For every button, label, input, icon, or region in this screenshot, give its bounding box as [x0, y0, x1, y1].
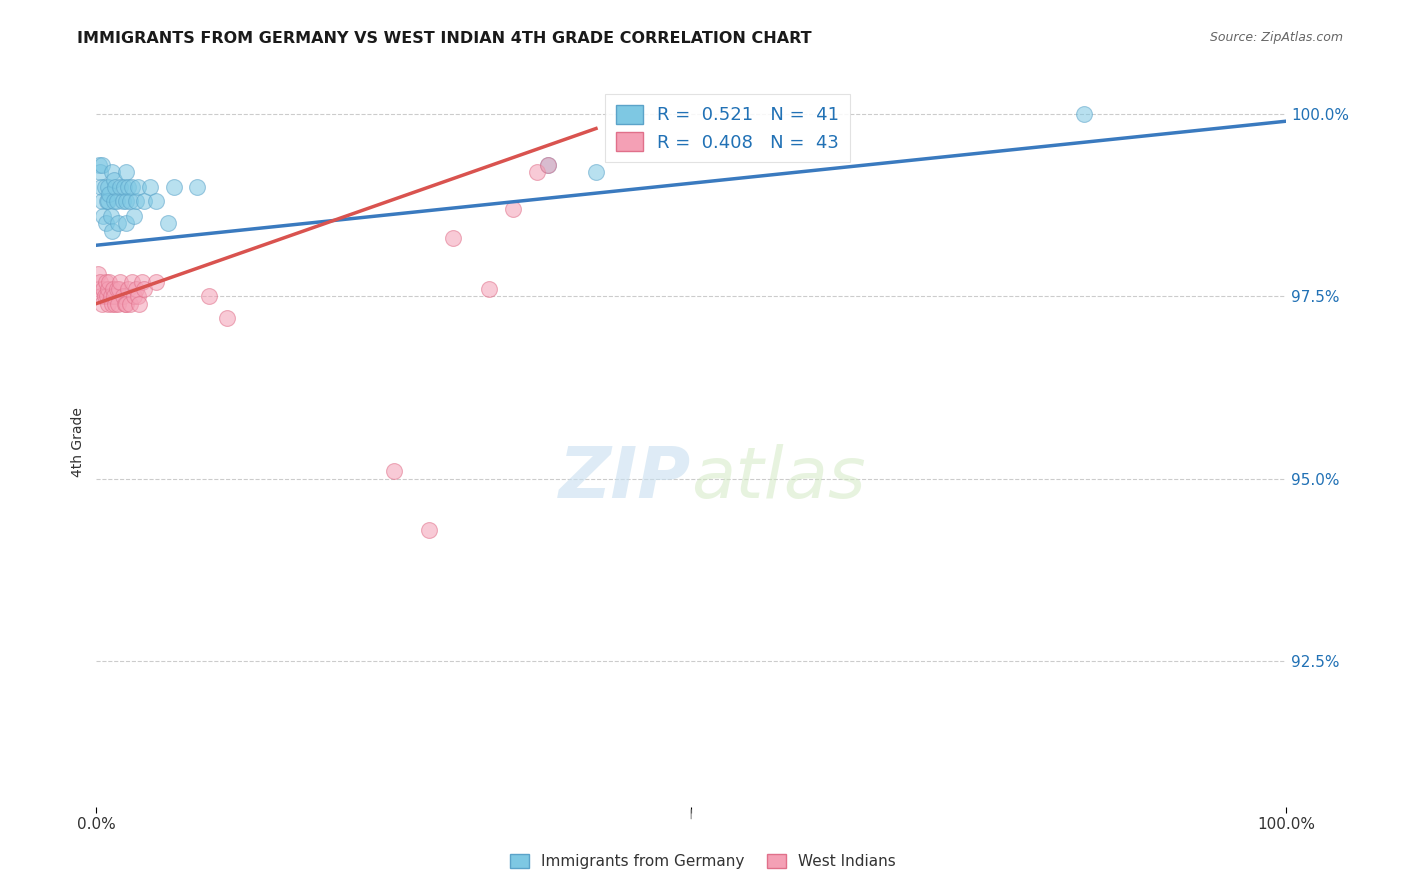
Point	[101, 165, 124, 179]
Point	[103, 194, 125, 209]
Point	[186, 179, 208, 194]
Point	[103, 172, 125, 186]
Point	[93, 179, 115, 194]
Point	[98, 187, 121, 202]
Point	[139, 179, 162, 194]
Point	[124, 209, 146, 223]
Point	[121, 179, 143, 194]
Point	[87, 158, 110, 172]
Point	[96, 194, 118, 209]
Point	[163, 179, 186, 194]
Point	[526, 165, 548, 179]
Point	[105, 194, 128, 209]
Point	[117, 282, 139, 296]
Point	[114, 296, 136, 310]
Point	[537, 158, 560, 172]
Point	[105, 282, 128, 296]
Point	[418, 523, 440, 537]
Point	[132, 194, 155, 209]
Point	[1073, 107, 1095, 121]
Point	[108, 282, 131, 296]
Point	[145, 194, 167, 209]
Point	[98, 275, 121, 289]
Point	[156, 216, 179, 230]
Point	[108, 179, 131, 194]
Point	[124, 194, 146, 209]
Point	[127, 289, 149, 303]
Point	[107, 216, 129, 230]
Point	[86, 268, 108, 282]
Text: atlas: atlas	[692, 444, 866, 513]
Point	[101, 296, 124, 310]
Point	[93, 289, 115, 303]
Point	[104, 296, 127, 310]
Point	[93, 209, 115, 223]
Point	[145, 275, 167, 289]
Text: IMMIGRANTS FROM GERMANY VS WEST INDIAN 4TH GRADE CORRELATION CHART: IMMIGRANTS FROM GERMANY VS WEST INDIAN 4…	[77, 31, 811, 46]
Point	[537, 158, 560, 172]
Point	[97, 282, 120, 296]
Point	[104, 179, 127, 194]
Point	[124, 282, 146, 296]
Point	[198, 289, 221, 303]
Point	[108, 275, 131, 289]
Point	[502, 202, 524, 216]
Point	[111, 289, 134, 303]
Point	[100, 289, 122, 303]
Point	[97, 179, 120, 194]
Point	[132, 282, 155, 296]
Point	[121, 275, 143, 289]
Point	[382, 464, 405, 478]
Point	[89, 165, 111, 179]
Text: Source: ZipAtlas.com: Source: ZipAtlas.com	[1209, 31, 1343, 45]
Point	[112, 179, 135, 194]
Point	[118, 296, 141, 310]
Point	[217, 311, 239, 326]
Point	[97, 194, 120, 209]
Point	[101, 282, 124, 296]
Point	[96, 289, 118, 303]
Point	[115, 296, 138, 310]
Point	[128, 296, 150, 310]
Point	[115, 165, 138, 179]
Point	[103, 289, 125, 303]
Point	[127, 179, 149, 194]
Point	[107, 296, 129, 310]
Y-axis label: 4th Grade: 4th Grade	[72, 408, 86, 477]
Point	[585, 165, 607, 179]
Point	[118, 194, 141, 209]
Point	[94, 275, 117, 289]
Point	[117, 179, 139, 194]
Text: ZIP: ZIP	[560, 444, 692, 513]
Point	[441, 231, 464, 245]
Point	[115, 194, 138, 209]
Point	[89, 275, 111, 289]
Point	[91, 296, 114, 310]
Legend: R =  0.521   N =  41, R =  0.408   N =  43: R = 0.521 N = 41, R = 0.408 N = 43	[605, 94, 851, 162]
Point	[124, 289, 146, 303]
Point	[111, 194, 134, 209]
Point	[87, 282, 110, 296]
Point	[115, 216, 138, 230]
Point	[91, 194, 114, 209]
Point	[97, 296, 120, 310]
Point	[131, 275, 153, 289]
Point	[478, 282, 501, 296]
Point	[90, 289, 112, 303]
Point	[91, 158, 114, 172]
Point	[94, 216, 117, 230]
Legend: Immigrants from Germany, West Indians: Immigrants from Germany, West Indians	[505, 848, 901, 875]
Point	[90, 179, 112, 194]
Point	[100, 209, 122, 223]
Point	[101, 224, 124, 238]
Point	[93, 282, 115, 296]
